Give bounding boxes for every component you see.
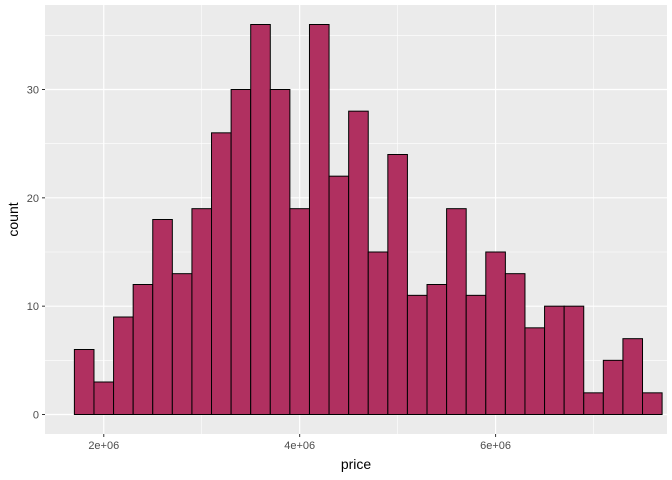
x-axis-title: price [341,456,372,472]
histogram-bar [230,89,252,415]
histogram-bar [387,154,408,415]
histogram-bars [73,24,663,416]
y-tick-label: 20 [27,193,39,205]
histogram-bar [289,208,310,415]
histogram-bar [113,316,134,415]
histogram-bar [250,24,271,415]
histogram-bar [348,110,369,416]
histogram-bar [446,208,467,415]
histogram-bar [426,284,448,415]
histogram-bar [367,251,389,415]
histogram-bar [642,392,663,416]
x-tick-label: 2e+06 [88,440,119,452]
histogram-bar [132,284,154,415]
histogram-bar [524,327,546,416]
histogram-bar [563,305,585,415]
y-tick-label: 10 [27,301,39,313]
y-tick-label: 0 [33,410,39,422]
histogram-bar [485,251,506,415]
histogram-bar [602,359,624,416]
histogram-bar [465,294,487,416]
histogram-bar [504,273,526,415]
histogram-bar [583,392,604,416]
x-tick-label: 4e+06 [284,440,315,452]
y-tick-label: 30 [27,85,39,97]
y-axis-ticks: 0 10 20 30 [27,85,45,422]
x-axis-ticks: 2e+06 4e+06 6e+06 [88,434,511,452]
histogram-bar [544,305,565,415]
histogram-bar [152,219,173,415]
histogram-bar [171,273,193,415]
histogram-bar [191,208,213,415]
x-tick-label: 6e+06 [480,440,511,452]
histogram-bar [269,89,291,415]
histogram-bar [93,381,115,415]
histogram-bar [622,338,644,415]
histogram-bar [73,349,95,415]
histogram-bar [211,132,232,415]
histogram-bar [328,175,350,415]
y-axis-title: count [5,202,21,236]
histogram-bar [308,24,330,415]
histogram-bar [406,294,428,416]
